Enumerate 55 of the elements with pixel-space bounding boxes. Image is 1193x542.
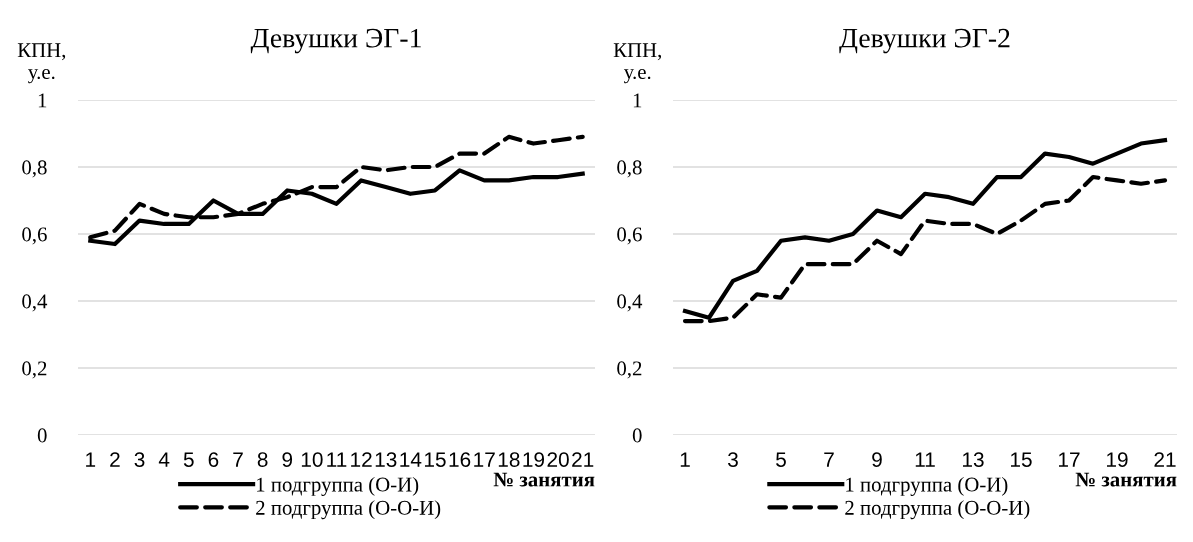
x-tick-label: 11 <box>327 452 347 467</box>
y-tick-label: 0,2 <box>22 361 47 379</box>
x-tick-label: 18 <box>498 452 520 467</box>
x-tick-label: 21 <box>1154 452 1176 467</box>
legend-label: 2 подгруппа (О-О-И) <box>256 500 441 520</box>
x-tick-label: 9 <box>282 452 293 467</box>
x-tick-label: 7 <box>824 452 834 467</box>
x-tick-label: 1 <box>680 452 690 467</box>
y-tick-label: 0,4 <box>617 294 643 312</box>
x-tick-label: 3 <box>134 452 145 467</box>
x-tick-label: 11 <box>915 452 935 467</box>
y-tick-label: 0,8 <box>22 160 47 178</box>
x-tick-label: 12 <box>351 452 372 467</box>
x-tick-label: 15 <box>1011 452 1032 467</box>
y-tick-label: 1 <box>38 93 47 108</box>
x-tick-label: 8 <box>257 452 268 467</box>
x-tick-label: 1 <box>86 452 96 467</box>
x-axis-title: № занятия <box>1075 472 1177 487</box>
x-tick-label: 14 <box>400 452 422 467</box>
y-tick-label: 0 <box>632 428 642 443</box>
x-tick-label: 6 <box>208 452 219 467</box>
y-tick-label: 0,6 <box>617 227 642 245</box>
y-tick-label: 0,6 <box>22 227 47 245</box>
line-series <box>682 138 1168 320</box>
x-tick-label: 3 <box>728 452 738 467</box>
y-axis-title: КПН, у.е. <box>17 43 66 84</box>
x-tick-label: 13 <box>963 452 984 467</box>
x-axis-title: № занятия <box>493 472 595 487</box>
y-tick-label: 0,2 <box>617 361 642 379</box>
y-axis-title: КПН, у.е. <box>613 43 661 84</box>
x-tick-label: 21 <box>572 452 594 467</box>
y-tick-label: 0,4 <box>22 294 48 312</box>
y-tick-label: 0,8 <box>617 160 642 178</box>
x-tick-label: 4 <box>158 452 170 467</box>
x-tick-label: 5 <box>183 452 194 467</box>
x-tick-label: 2 <box>110 452 120 467</box>
x-tick-label: 16 <box>449 452 471 467</box>
chart-title: Девушки ЭГ-2 <box>839 28 1010 54</box>
legend-label: 2 подгруппа (О-О-И) <box>845 500 1030 520</box>
x-tick-label: 19 <box>1107 452 1128 467</box>
x-tick-label: 13 <box>375 452 397 467</box>
x-tick-label: 15 <box>424 452 446 467</box>
x-tick-label: 17 <box>1059 452 1080 467</box>
x-tick-label: 20 <box>547 452 569 467</box>
y-tick-label: 0 <box>37 428 47 443</box>
chart-title: Девушки ЭГ-1 <box>250 28 421 54</box>
x-tick-label: 5 <box>776 452 786 467</box>
y-tick-label: 1 <box>633 93 642 108</box>
legend-label: 1 подгруппа (О-И) <box>257 476 419 496</box>
x-tick-label: 17 <box>474 452 495 467</box>
x-tick-label: 9 <box>872 452 882 467</box>
x-tick-label: 10 <box>301 452 323 467</box>
x-tick-label: 7 <box>233 452 243 467</box>
x-tick-label: 19 <box>523 452 545 467</box>
legend-label: 1 подгруппа (О-И) <box>846 476 1008 496</box>
